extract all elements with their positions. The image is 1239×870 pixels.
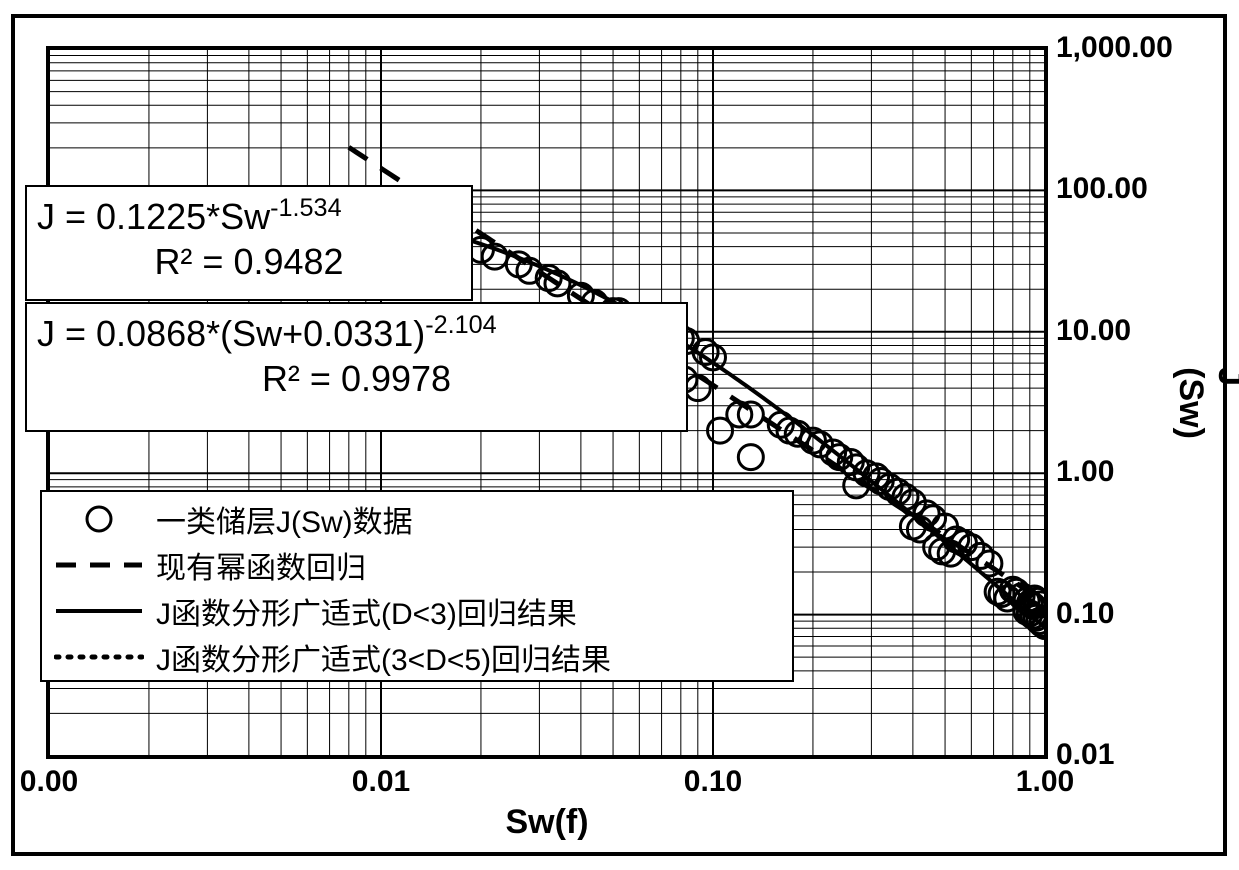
legend-swatch: [54, 505, 144, 533]
equation-box-1: J = 0.1225*Sw-1.534R² = 0.9482: [25, 185, 473, 301]
equation-line: J = 0.0868*(Sw+0.0331)-2.104: [37, 310, 676, 356]
legend-item: 现有幂函数回归: [54, 542, 780, 588]
r-squared-line: R² = 0.9482: [37, 239, 461, 284]
legend: 一类储层J(Sw)数据现有幂函数回归J函数分形广适式(D<3)回归结果J函数分形…: [40, 490, 794, 682]
legend-label: J函数分形广适式(D<3)回归结果: [156, 589, 780, 633]
y-tick-label: 1.00: [1056, 455, 1114, 489]
y-tick-label: 0.10: [1056, 597, 1114, 631]
legend-swatch: [54, 551, 144, 579]
equation-line: J = 0.1225*Sw-1.534: [37, 193, 461, 239]
legend-label: 现有幂函数回归: [156, 543, 780, 587]
y-tick-label: 1,000.00: [1056, 31, 1173, 65]
legend-label: J函数分形广适式(3<D<5)回归结果: [156, 635, 780, 679]
r-squared-line: R² = 0.9978: [37, 356, 676, 401]
y-axis-label: J (Sw): [1171, 367, 1239, 439]
legend-item: 一类储层J(Sw)数据: [54, 496, 780, 542]
legend-label: 一类储层J(Sw)数据: [156, 497, 780, 541]
x-tick-label: 1.00: [1016, 765, 1074, 799]
y-tick-label: 100.00: [1056, 172, 1148, 206]
equation-box-2: J = 0.0868*(Sw+0.0331)-2.104R² = 0.9978: [25, 302, 688, 432]
x-tick-label: 0.01: [352, 765, 410, 799]
y-tick-label: 10.00: [1056, 314, 1131, 348]
x-axis-label: Sw(f): [505, 803, 588, 842]
x-tick-label: 0.00: [20, 765, 78, 799]
legend-swatch: [54, 643, 144, 671]
legend-swatch: [54, 597, 144, 625]
x-tick-label: 0.10: [684, 765, 742, 799]
legend-item: J函数分形广适式(3<D<5)回归结果: [54, 634, 780, 680]
legend-item: J函数分形广适式(D<3)回归结果: [54, 588, 780, 634]
